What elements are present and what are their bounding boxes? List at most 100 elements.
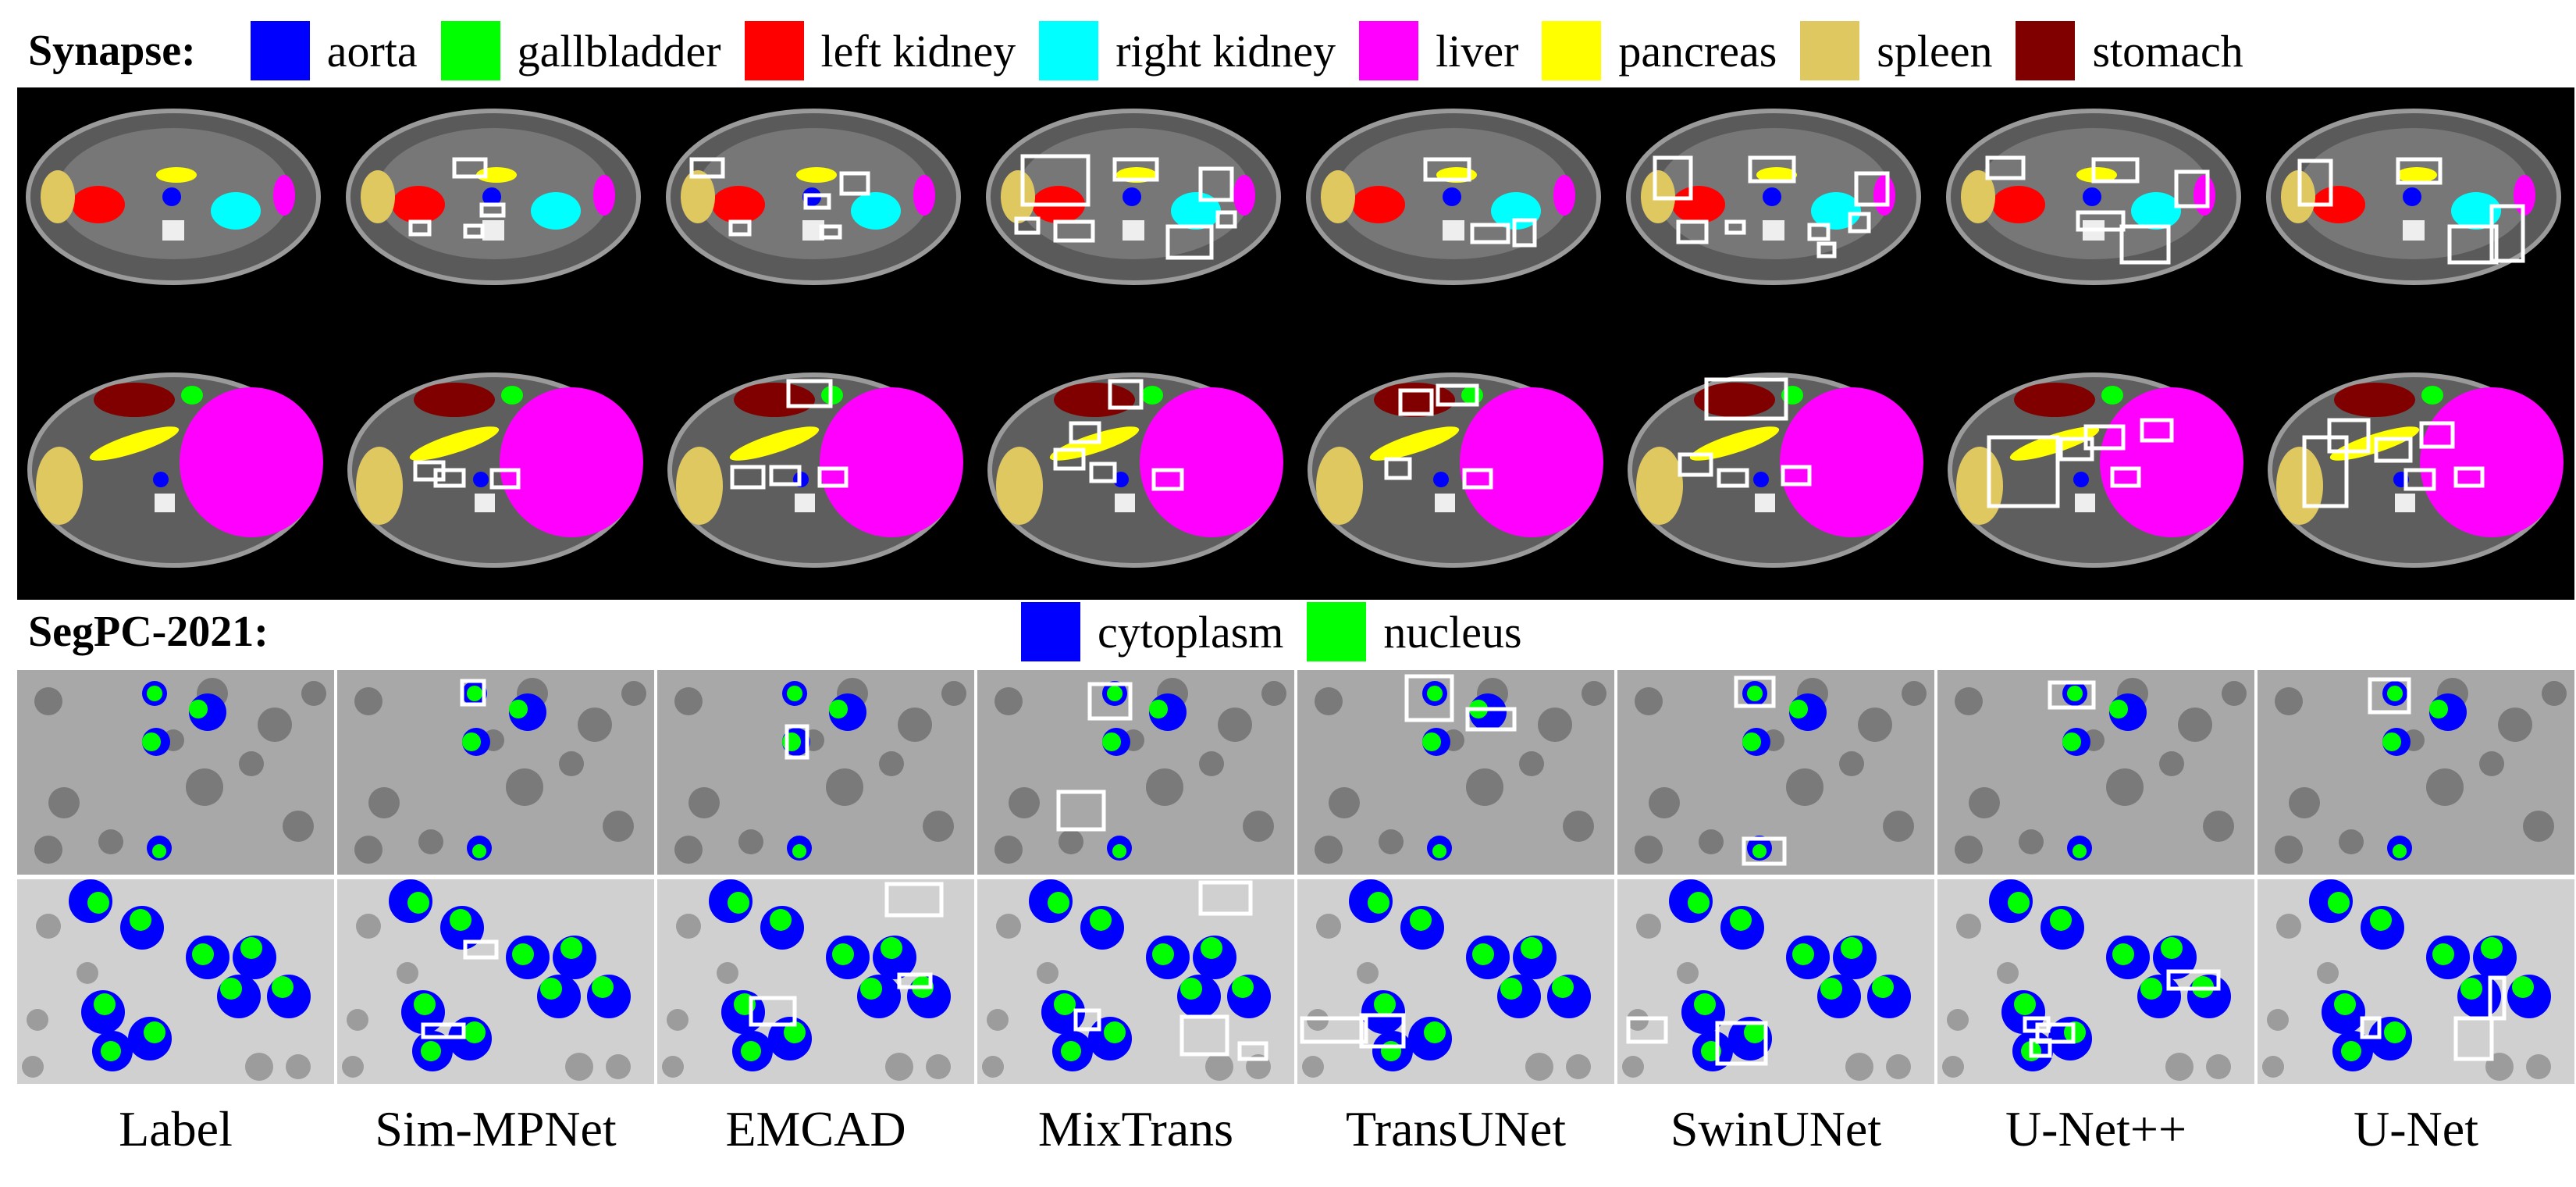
synapse-image-1-4 <box>977 87 1294 342</box>
segpc-segmentation-figure <box>337 879 654 1084</box>
segpc-image-2-3 <box>657 879 974 1084</box>
segpc-image-2-6 <box>1617 879 1934 1084</box>
method-label: EMCAD <box>725 1101 906 1157</box>
legend-item-nucleus: nucleus <box>1307 602 1522 661</box>
segpc-segmentation-figure <box>1297 879 1614 1084</box>
segpc-segmentation-figure <box>977 670 1294 875</box>
legend-item-left-kidney: left kidney <box>744 21 1016 80</box>
segpc-segmentation-figure <box>1617 879 1934 1084</box>
synapse-legend: Synapse: aorta gallbladder left kidney r… <box>28 17 2267 84</box>
legend-item-liver: liver <box>1359 21 1518 80</box>
legend-item-stomach: stomach <box>2016 21 2243 80</box>
synapse-segmentation-figure <box>17 87 334 342</box>
synapse-segmentation-figure <box>1937 345 2254 600</box>
legend-item-pancreas: pancreas <box>1542 21 1777 80</box>
legend-swatch <box>2016 21 2076 80</box>
segpc-image-1-6 <box>1617 670 1934 875</box>
segpc-image-2-1 <box>17 879 334 1084</box>
method-labels: Label Sim-MPNet EMCAD MixTrans TransUNet… <box>17 1090 2574 1168</box>
legend-label: left kidney <box>820 25 1016 77</box>
synapse-image-2-7 <box>1937 345 2254 600</box>
segpc-image-1-1 <box>17 670 334 875</box>
synapse-image-1-6 <box>1617 87 1934 342</box>
segpc-image-1-5 <box>1297 670 1614 875</box>
segpc-image-grid <box>17 670 2574 1084</box>
method-label: Label <box>119 1101 233 1157</box>
segpc-segmentation-figure <box>1297 670 1614 875</box>
legend-label: right kidney <box>1115 25 1336 77</box>
synapse-image-2-2 <box>337 345 654 600</box>
synapse-segmentation-figure <box>337 87 654 342</box>
legend-swatch <box>250 21 310 80</box>
synapse-segmentation-figure <box>977 345 1294 600</box>
segpc-segmentation-figure <box>1937 670 2254 875</box>
legend-item-cytoplasm: cytoplasm <box>1021 602 1283 661</box>
method-label: U-Net++ <box>2005 1101 2187 1157</box>
segpc-dataset-label: SegPC-2021: <box>28 608 269 656</box>
method-label: U-Net <box>2354 1101 2478 1157</box>
synapse-segmentation-figure <box>1937 87 2254 342</box>
legend-swatch <box>744 21 804 80</box>
synapse-image-2-3 <box>657 345 974 600</box>
synapse-row-2 <box>17 345 2574 600</box>
legend-item-right-kidney: right kidney <box>1039 21 1336 80</box>
synapse-segmentation-figure <box>1617 345 1934 600</box>
segpc-segmentation-figure <box>977 879 1294 1084</box>
legend-swatch <box>1039 21 1099 80</box>
synapse-image-2-5 <box>1297 345 1614 600</box>
synapse-image-1-8 <box>2258 87 2574 342</box>
segpc-legend-items: cytoplasm nucleus <box>1021 598 1546 665</box>
legend-label: gallbladder <box>517 25 721 77</box>
synapse-segmentation-figure <box>657 87 974 342</box>
synapse-segmentation-figure <box>2258 345 2574 600</box>
segpc-segmentation-figure <box>1937 879 2254 1084</box>
method-label: SwinUNet <box>1670 1101 1882 1157</box>
synapse-image-1-5 <box>1297 87 1614 342</box>
legend-label: stomach <box>2092 25 2243 77</box>
synapse-segmentation-figure <box>1617 87 1934 342</box>
synapse-segmentation-figure <box>337 345 654 600</box>
method-label: TransUNet <box>1345 1101 1567 1157</box>
legend-label: aorta <box>326 25 418 77</box>
legend-item-aorta: aorta <box>250 21 418 80</box>
segpc-segmentation-figure <box>2258 670 2574 875</box>
segpc-row-2 <box>17 879 2574 1084</box>
synapse-image-1-3 <box>657 87 974 342</box>
synapse-image-1-7 <box>1937 87 2254 342</box>
legend-swatch <box>1542 21 1602 80</box>
legend-swatch <box>440 21 500 80</box>
segpc-segmentation-figure <box>17 670 334 875</box>
segpc-image-2-8 <box>2258 879 2574 1084</box>
synapse-segmentation-figure <box>657 345 974 600</box>
segpc-image-1-3 <box>657 670 974 875</box>
segpc-image-2-2 <box>337 879 654 1084</box>
synapse-image-2-8 <box>2258 345 2574 600</box>
segpc-segmentation-figure <box>2258 879 2574 1084</box>
synapse-segmentation-figure <box>977 87 1294 342</box>
synapse-dataset-label: Synapse: <box>28 27 196 75</box>
synapse-segmentation-figure <box>2258 87 2574 342</box>
synapse-image-grid <box>17 87 2574 600</box>
segpc-image-1-4 <box>977 670 1294 875</box>
synapse-image-2-1 <box>17 345 334 600</box>
segpc-segmentation-figure <box>657 670 974 875</box>
segpc-legend: SegPC-2021: cytoplasm nucleus <box>28 598 1522 665</box>
legend-item-gallbladder: gallbladder <box>440 21 721 80</box>
synapse-image-2-4 <box>977 345 1294 600</box>
segpc-segmentation-figure <box>657 879 974 1084</box>
legend-label: pancreas <box>1618 25 1777 77</box>
synapse-segmentation-figure <box>1297 345 1614 600</box>
method-label: MixTrans <box>1037 1101 1234 1157</box>
synapse-segmentation-figure <box>17 345 334 600</box>
legend-swatch <box>1307 602 1367 661</box>
synapse-image-1-1 <box>17 87 334 342</box>
segpc-image-2-5 <box>1297 879 1614 1084</box>
legend-swatch <box>1021 602 1080 661</box>
segpc-image-2-7 <box>1937 879 2254 1084</box>
segpc-segmentation-figure <box>17 879 334 1084</box>
synapse-row-1 <box>17 87 2574 342</box>
segpc-segmentation-figure <box>1617 670 1934 875</box>
segpc-row-1 <box>17 670 2574 875</box>
synapse-image-1-2 <box>337 87 654 342</box>
synapse-segmentation-figure <box>1297 87 1614 342</box>
